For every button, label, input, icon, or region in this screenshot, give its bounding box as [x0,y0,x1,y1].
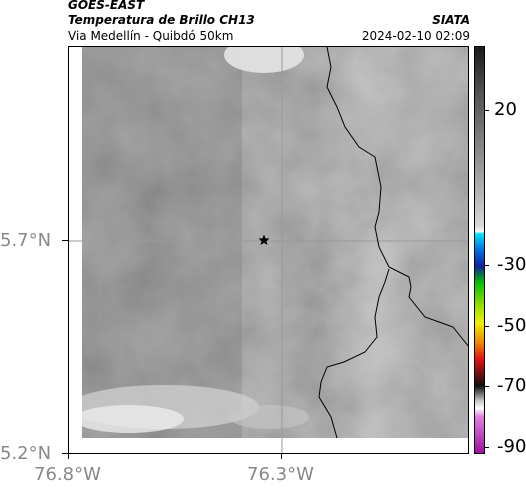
colorbar-label-minus50: -50 [497,315,526,336]
ytick-label-5.2: 5.2°N [0,443,52,464]
org-name: SIATA [432,13,470,27]
temperature-colorbar [474,46,485,454]
satellite-map[interactable] [68,46,469,454]
xtick-76.3 [281,454,282,459]
colorbar-label-minus90: -90 [497,436,526,457]
brightness-temperature-image [69,47,468,453]
colorbar-tick-minus50 [485,326,489,327]
ytick-label-5.7: 5.7°N [0,230,52,251]
satellite-name: GOES-EAST [68,0,145,12]
colorbar-tick-minus90 [485,447,489,448]
ytick-5.7 [62,240,68,241]
product-title: Temperatura de Brillo CH13 [68,13,255,27]
star-icon[interactable] [258,234,270,246]
xtick-76.8 [68,454,69,459]
municipal-boundary [318,268,390,439]
colorbar-tick-minus70 [485,386,489,387]
datetime-label: 2024-02-10 02:09 [361,29,470,43]
ytick-5.2 [62,453,68,454]
xtick-label-76.8: 76.8°W [34,464,101,485]
department-boundary [326,47,468,347]
colorbar-label-minus70: -70 [497,375,526,396]
xtick-label-76.3: 76.3°W [247,464,314,485]
colorbar-tick-minus30 [485,265,489,266]
route-subtitle: Via Medellín - Quibdó 50km [68,29,234,43]
colorbar-label-20: 20 [494,99,517,120]
colorbar-gradient [475,47,484,453]
colorbar-label-minus30: -30 [497,254,526,275]
colorbar-tick-20 [485,110,489,111]
